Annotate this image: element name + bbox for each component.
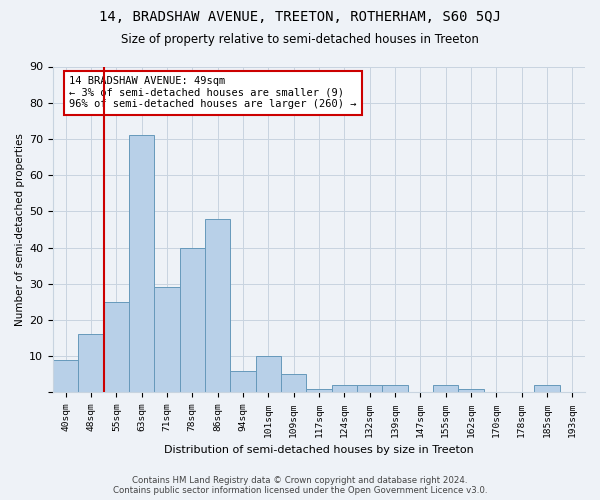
Bar xyxy=(205,218,230,392)
Bar xyxy=(129,136,154,392)
Text: 14 BRADSHAW AVENUE: 49sqm
← 3% of semi-detached houses are smaller (9)
96% of se: 14 BRADSHAW AVENUE: 49sqm ← 3% of semi-d… xyxy=(69,76,356,110)
Bar xyxy=(179,248,205,392)
Bar xyxy=(535,385,560,392)
Bar xyxy=(382,385,407,392)
Bar xyxy=(256,356,281,393)
Bar xyxy=(307,389,332,392)
Bar xyxy=(281,374,307,392)
Bar xyxy=(104,302,129,392)
Bar xyxy=(433,385,458,392)
Bar xyxy=(53,360,79,392)
Bar xyxy=(357,385,382,392)
Bar xyxy=(230,370,256,392)
Text: Contains HM Land Registry data © Crown copyright and database right 2024.
Contai: Contains HM Land Registry data © Crown c… xyxy=(113,476,487,495)
Bar xyxy=(332,385,357,392)
Bar xyxy=(458,389,484,392)
Bar xyxy=(154,288,179,393)
X-axis label: Distribution of semi-detached houses by size in Treeton: Distribution of semi-detached houses by … xyxy=(164,445,474,455)
Text: 14, BRADSHAW AVENUE, TREETON, ROTHERHAM, S60 5QJ: 14, BRADSHAW AVENUE, TREETON, ROTHERHAM,… xyxy=(99,10,501,24)
Y-axis label: Number of semi-detached properties: Number of semi-detached properties xyxy=(15,133,25,326)
Text: Size of property relative to semi-detached houses in Treeton: Size of property relative to semi-detach… xyxy=(121,32,479,46)
Bar xyxy=(79,334,104,392)
